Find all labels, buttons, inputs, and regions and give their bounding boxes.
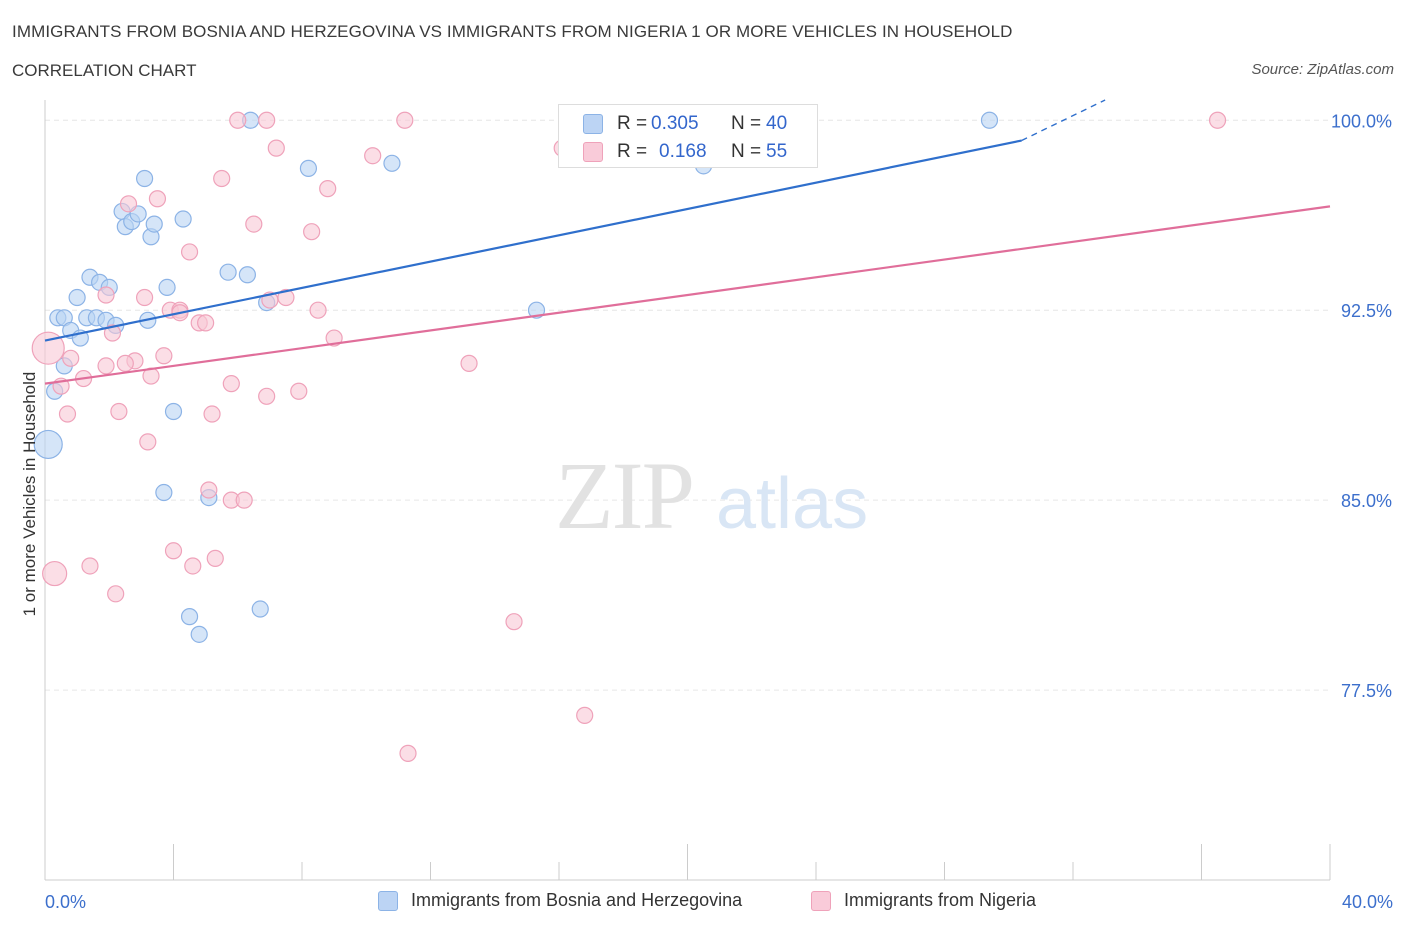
nigeria-point xyxy=(155,347,173,365)
nigeria-point xyxy=(319,180,337,198)
y-axis-label: 1 or more Vehicles in Household xyxy=(20,371,39,617)
bosnia-point xyxy=(135,169,154,188)
nigeria-point xyxy=(116,354,134,372)
nigeria-point xyxy=(135,288,154,307)
bosnia-point xyxy=(383,154,401,172)
y-tick-label: 100.0% xyxy=(1331,111,1392,131)
bosnia-point xyxy=(164,402,183,421)
nigeria-point xyxy=(245,215,263,233)
chart-title: IMMIGRANTS FROM BOSNIA AND HERZEGOVINA V… xyxy=(12,22,1013,41)
nigeria-point xyxy=(309,301,327,319)
n-label: N = xyxy=(731,113,762,134)
nigeria-point xyxy=(184,557,202,575)
nigeria-point xyxy=(396,111,414,129)
nigeria-point xyxy=(364,147,382,165)
stats-legend: R = 0.305 N = 40 R = 0.168 N = 55 xyxy=(558,104,818,168)
nigeria-point xyxy=(235,491,253,509)
nigeria-trend-line xyxy=(44,205,1331,385)
nigeria-point xyxy=(229,111,247,129)
nigeria-point xyxy=(258,387,276,405)
nigeria-swatch xyxy=(583,142,603,162)
nigeria-point xyxy=(325,329,343,347)
chart-subtitle: CORRELATION CHART xyxy=(12,61,197,80)
nigeria-point xyxy=(203,405,221,423)
nigeria-point xyxy=(180,243,199,261)
nigeria-point xyxy=(460,354,478,372)
bosnia-point xyxy=(158,278,176,297)
nigeria-point xyxy=(31,331,65,365)
bosnia-point xyxy=(145,215,163,233)
bosnia-trend-extension xyxy=(1021,99,1106,142)
bosnia-trend-line xyxy=(44,139,1022,342)
nigeria-point xyxy=(42,560,68,587)
bosnia-point xyxy=(180,608,199,626)
nigeria-point xyxy=(206,549,224,567)
bosnia-point xyxy=(980,111,999,129)
r-label: R = xyxy=(617,113,648,134)
nigeria-point xyxy=(267,139,285,157)
nigeria-point xyxy=(197,314,215,332)
nigeria-point xyxy=(103,324,122,342)
bosnia-point xyxy=(174,210,192,228)
bosnia-point xyxy=(299,159,318,177)
nigeria-point xyxy=(58,405,77,423)
nigeria-point xyxy=(62,349,80,367)
nigeria-point xyxy=(139,433,157,451)
nigeria-point xyxy=(303,223,321,241)
bosnia-point xyxy=(238,266,256,284)
y-tick-label: 77.5% xyxy=(1341,681,1392,701)
legend-label-nigeria: Immigrants from Nigeria xyxy=(844,890,1037,910)
bosnia-point xyxy=(33,429,63,460)
nigeria-point xyxy=(213,169,231,188)
source-credit: Source: ZipAtlas.com xyxy=(1251,61,1394,78)
watermark-zip: ZIP xyxy=(555,442,693,549)
n-label: N = xyxy=(731,141,762,162)
nigeria-point xyxy=(97,286,115,304)
nigeria-point xyxy=(119,195,138,213)
trend-lines xyxy=(44,99,1331,385)
r-value: 0.305 xyxy=(651,113,699,134)
nigeria-point xyxy=(222,375,240,393)
bosnia-point xyxy=(190,625,208,643)
nigeria-point xyxy=(258,111,276,129)
nigeria-point xyxy=(505,613,523,631)
nigeria-point xyxy=(1208,111,1227,129)
axes xyxy=(44,100,1331,881)
nigeria-legend-swatch xyxy=(811,891,831,911)
watermark-atlas: atlas xyxy=(716,464,868,544)
nigeria-point xyxy=(164,542,183,560)
n-value: 40 xyxy=(766,113,788,134)
nigeria-point xyxy=(200,481,218,499)
x-tick-label: 40.0% xyxy=(1342,892,1393,912)
bosnia-point xyxy=(68,288,86,307)
bosnia-point xyxy=(155,483,173,502)
nigeria-point xyxy=(399,744,417,762)
bosnia-point xyxy=(219,263,237,281)
gridlines xyxy=(45,119,1330,691)
tick-labels: 77.5% 85.0% 92.5% 100.0% 0.0% 40.0% xyxy=(45,111,1393,912)
r-label: R = xyxy=(617,141,648,162)
bosnia-swatch xyxy=(583,114,603,134)
r-value: 0.168 xyxy=(659,141,707,162)
nigeria-point xyxy=(290,382,308,400)
nigeria-point xyxy=(97,357,115,375)
y-tick-label: 92.5% xyxy=(1341,301,1392,321)
nigeria-point xyxy=(110,402,128,421)
nigeria-point xyxy=(277,288,295,307)
nigeria-point xyxy=(81,557,99,575)
data-points xyxy=(31,111,1227,762)
y-tick-label: 85.0% xyxy=(1341,491,1392,511)
bosnia-point xyxy=(251,600,269,618)
watermark: ZIP atlas xyxy=(555,442,868,549)
nigeria-point xyxy=(576,706,594,724)
nigeria-point xyxy=(107,585,125,603)
bosnia-legend-swatch xyxy=(378,891,398,911)
legend-label-bosnia: Immigrants from Bosnia and Herzegovina xyxy=(411,890,743,910)
nigeria-point xyxy=(148,190,167,208)
n-value: 55 xyxy=(766,141,788,162)
x-tick-label: 0.0% xyxy=(45,892,86,912)
